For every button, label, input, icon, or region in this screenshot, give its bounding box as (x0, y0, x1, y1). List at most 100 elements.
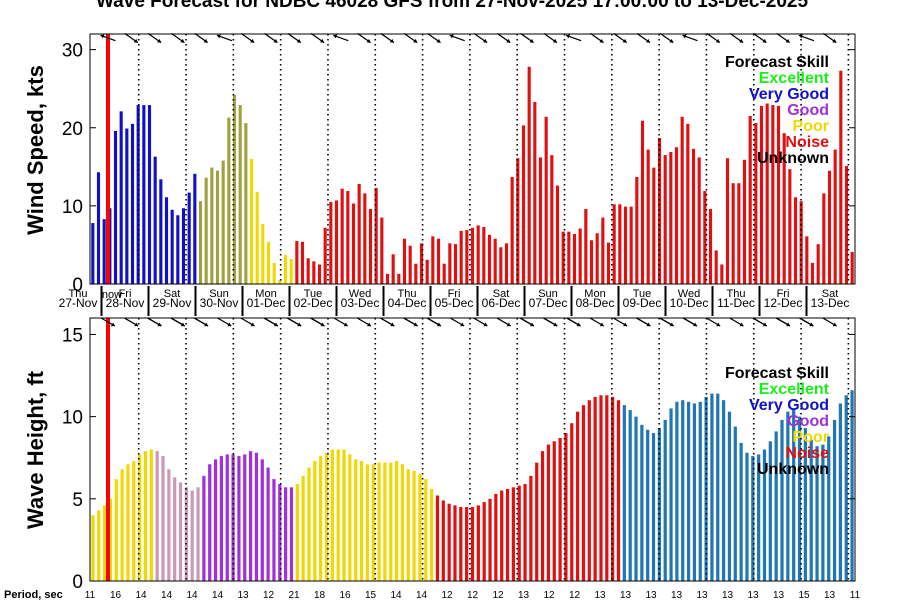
direction-arrowhead-icon (669, 38, 674, 43)
legend-entry: Noise (785, 134, 829, 151)
wave-bar (418, 474, 422, 581)
period-value: 12 (569, 590, 581, 600)
legend-entry: Excellent (759, 70, 830, 87)
direction-arrowhead-icon (576, 322, 581, 327)
date-label: 28-Nov (106, 296, 145, 310)
direction-arrowhead-icon (180, 38, 185, 43)
wind-bar (606, 242, 611, 284)
wave-bar (716, 393, 720, 581)
wind-bar (657, 137, 662, 284)
wind-bar (737, 183, 741, 284)
wave-bar (114, 479, 118, 581)
day-name-label: Thu (727, 288, 746, 300)
y-tick-label: 0 (72, 275, 83, 296)
period-value: 13 (594, 590, 606, 600)
period-value: 13 (620, 590, 632, 600)
wave-bar (447, 503, 451, 581)
wind-bar (215, 170, 220, 284)
wind-bar (669, 151, 673, 284)
wave-bar (108, 498, 113, 581)
wind-bar (295, 241, 299, 284)
wind-bar (618, 204, 622, 284)
wave-bar (605, 395, 609, 581)
date-label: 02-Dec (294, 296, 333, 310)
wave-bar (248, 451, 253, 581)
wind-bar (691, 148, 696, 284)
wave-bar (552, 441, 556, 581)
wave-bar (616, 400, 621, 581)
wave-bar (161, 456, 165, 581)
direction-arrowhead-icon (390, 322, 395, 327)
wind-bar (91, 223, 95, 284)
wind-bar (793, 197, 798, 284)
period-value: 12 (263, 590, 275, 600)
date-label: 09-Dec (623, 296, 662, 310)
legend-entry: Very Good (749, 397, 829, 414)
direction-arrowhead-icon (762, 322, 767, 327)
wave-bar (459, 507, 463, 581)
direction-arrowhead-icon (693, 322, 697, 327)
wave-axes-frame (89, 317, 856, 582)
period-value: 11 (850, 590, 861, 600)
wind-bar (550, 155, 554, 284)
wave-bar (511, 487, 515, 581)
direction-arrowhead-icon (203, 38, 208, 43)
wind-bar (646, 149, 650, 285)
date-label: 01-Dec (247, 296, 286, 310)
direction-arrowhead-icon (553, 322, 558, 327)
period-value: 14 (416, 590, 428, 600)
wave-bar (173, 477, 177, 581)
wave-bar (260, 459, 264, 581)
wave-bar (354, 459, 358, 581)
direction-arrowhead-icon (715, 38, 720, 43)
legend-entry: Noise (785, 445, 829, 462)
wind-bar (782, 133, 786, 284)
wind-bar (261, 223, 265, 284)
wind-bar (697, 157, 701, 284)
direction-arrowhead-icon (798, 34, 803, 39)
date-label: 30-Nov (200, 296, 239, 310)
wind-bar (249, 159, 254, 284)
direction-arrowhead-icon (460, 322, 465, 327)
wind-bar (170, 209, 174, 284)
wind-bar (680, 116, 684, 284)
day-name-label: Tue (633, 288, 652, 300)
period-value: 13 (696, 590, 708, 600)
y-tick-label: 5 (72, 490, 83, 511)
wind-bar (640, 120, 645, 284)
direction-arrowhead-icon (739, 322, 744, 327)
period-value: 13 (747, 590, 759, 600)
period-value: 16 (339, 590, 351, 600)
period-value: 14 (212, 590, 224, 600)
y-tick-label: 10 (62, 408, 83, 429)
wind-bar (119, 111, 123, 284)
wave-bar (803, 428, 807, 581)
wave-bar (558, 437, 562, 581)
wave-bar (692, 403, 697, 581)
wind-bar (504, 243, 509, 285)
wind-bar (425, 259, 429, 284)
wind-bar (533, 101, 537, 284)
wind-bar (589, 240, 594, 284)
wave-bar (681, 400, 685, 581)
wave-bar (394, 461, 399, 581)
direction-arrowhead-icon (250, 322, 255, 327)
wave-bar (412, 470, 416, 581)
wave-bar (523, 484, 527, 581)
wind-bar (816, 244, 820, 284)
wind-bar (742, 159, 747, 284)
wind-bar (714, 250, 718, 284)
wind-bar (703, 191, 707, 284)
date-label: 12-Dec (764, 296, 803, 310)
direction-arrowhead-icon (367, 322, 371, 327)
wave-bar (435, 495, 440, 581)
wave-bar (844, 395, 848, 581)
wind-bar (312, 261, 316, 284)
wave-bar (190, 490, 194, 581)
wind-bar (493, 238, 497, 284)
wave-height-panel: 0 5 10 15 (62, 317, 856, 593)
direction-arrowhead-icon (483, 38, 488, 43)
wind-bar (193, 173, 197, 284)
wave-bar (821, 444, 825, 581)
wave-bar (745, 452, 749, 581)
